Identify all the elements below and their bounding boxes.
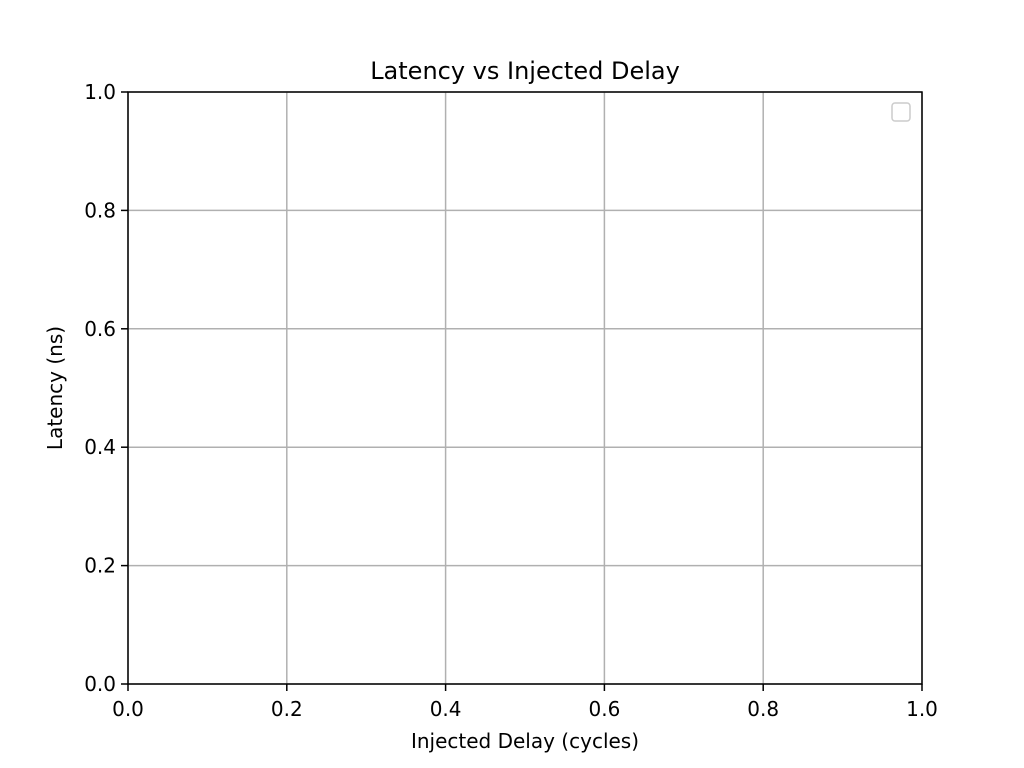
grid-lines	[127, 91, 923, 685]
x-tick-label: 1.0	[906, 697, 938, 721]
x-tick-label: 0.8	[747, 697, 779, 721]
x-tick-label: 0.4	[430, 697, 462, 721]
y-tick-label: 0.0	[84, 672, 116, 696]
x-axis-label: Injected Delay (cycles)	[411, 729, 639, 753]
x-axis-ticks: 0.0 0.2 0.4 0.6 0.8 1.0	[112, 684, 938, 721]
y-tick-label: 1.0	[84, 80, 116, 104]
y-tick-label: 0.4	[84, 435, 116, 459]
legend-box	[891, 102, 911, 122]
y-axis-label: Latency (ns)	[43, 326, 67, 450]
y-tick-label: 0.6	[84, 317, 116, 341]
y-tick-label: 0.8	[84, 198, 116, 222]
axes-frame	[127, 91, 923, 685]
x-tick-label: 0.0	[112, 697, 144, 721]
x-tick-label: 0.2	[271, 697, 303, 721]
plot-area	[127, 91, 923, 685]
y-axis-ticks: 0.0 0.2 0.4 0.6 0.8 1.0	[84, 80, 128, 696]
x-tick-label: 0.6	[588, 697, 620, 721]
chart-title: Latency vs Injected Delay	[370, 57, 680, 85]
y-tick-label: 0.2	[84, 554, 116, 578]
plot-background	[128, 92, 922, 684]
